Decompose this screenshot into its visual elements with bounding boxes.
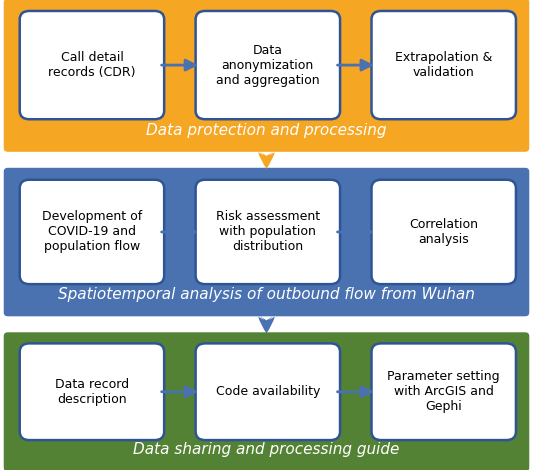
Text: Correlation
analysis: Correlation analysis <box>409 218 478 246</box>
Text: Spatiotemporal analysis of outbound flow from Wuhan: Spatiotemporal analysis of outbound flow… <box>58 287 475 302</box>
Text: Extrapolation &
validation: Extrapolation & validation <box>395 51 492 79</box>
Text: Risk assessment
with population
distribution: Risk assessment with population distribu… <box>216 211 320 253</box>
FancyBboxPatch shape <box>196 11 340 119</box>
FancyBboxPatch shape <box>196 180 340 284</box>
FancyBboxPatch shape <box>4 168 529 316</box>
FancyBboxPatch shape <box>372 180 516 284</box>
FancyBboxPatch shape <box>4 332 529 470</box>
Text: Code availability: Code availability <box>216 385 320 398</box>
FancyBboxPatch shape <box>20 344 164 440</box>
FancyBboxPatch shape <box>20 11 164 119</box>
Text: Parameter setting
with ArcGIS and
Gephi: Parameter setting with ArcGIS and Gephi <box>387 370 500 413</box>
FancyBboxPatch shape <box>372 344 516 440</box>
FancyBboxPatch shape <box>196 344 340 440</box>
Text: Data protection and processing: Data protection and processing <box>146 123 387 138</box>
FancyBboxPatch shape <box>20 180 164 284</box>
Text: Data record
description: Data record description <box>55 378 129 406</box>
FancyBboxPatch shape <box>372 11 516 119</box>
FancyBboxPatch shape <box>4 0 529 152</box>
Text: Call detail
records (CDR): Call detail records (CDR) <box>48 51 136 79</box>
Text: Development of
COVID-19 and
population flow: Development of COVID-19 and population f… <box>42 211 142 253</box>
Text: Data
anonymization
and aggregation: Data anonymization and aggregation <box>216 44 320 86</box>
Text: Data sharing and processing guide: Data sharing and processing guide <box>133 442 400 457</box>
